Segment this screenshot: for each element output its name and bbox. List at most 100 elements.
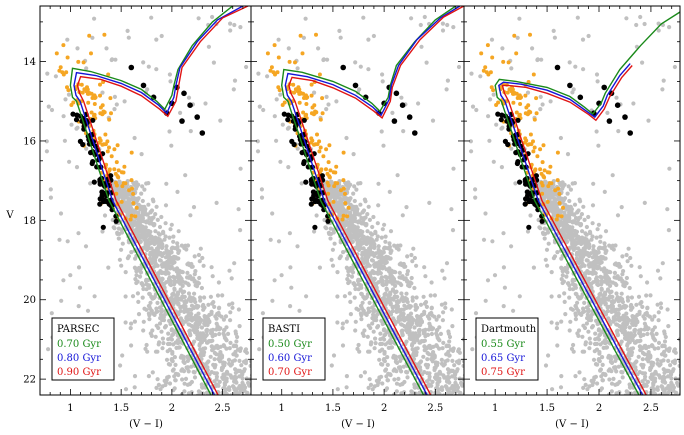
field-star	[609, 360, 615, 365]
field-star	[61, 114, 66, 119]
field-star	[445, 379, 450, 384]
field-star	[330, 247, 335, 252]
field-star	[609, 302, 615, 308]
field-star	[372, 276, 377, 281]
field-star	[130, 294, 136, 299]
field-star	[370, 224, 375, 230]
field-star	[445, 22, 450, 28]
orange-star	[133, 214, 138, 219]
field-star	[216, 383, 221, 388]
isochrone-0-60-Gyr	[284, 6, 461, 395]
field-star	[149, 294, 154, 299]
field-star	[146, 202, 151, 207]
field-star	[425, 363, 431, 368]
field-star	[655, 395, 659, 399]
field-star	[382, 327, 387, 332]
field-star	[198, 298, 203, 303]
field-star	[232, 78, 238, 83]
field-star	[422, 14, 427, 20]
orange-star	[341, 150, 346, 155]
field-star	[562, 196, 568, 201]
member-star	[73, 117, 80, 123]
field-star	[388, 256, 393, 261]
field-star	[195, 323, 200, 328]
orange-star	[318, 145, 323, 150]
orange-star	[269, 65, 274, 70]
field-star	[579, 212, 585, 217]
field-star	[263, 397, 267, 401]
orange-star	[120, 184, 125, 189]
field-star	[172, 374, 177, 379]
field-star	[360, 256, 365, 261]
field-star	[578, 199, 583, 204]
field-star	[415, 322, 420, 327]
field-star	[591, 244, 596, 249]
field-star	[484, 385, 488, 389]
field-star	[147, 317, 152, 322]
field-star	[630, 314, 635, 319]
field-star	[228, 21, 233, 26]
field-star	[400, 275, 405, 280]
field-star	[370, 252, 375, 257]
member-star	[319, 173, 325, 179]
field-star	[567, 198, 572, 204]
field-star	[340, 343, 346, 348]
field-star	[356, 282, 361, 287]
field-star	[599, 395, 603, 399]
field-star	[583, 342, 588, 347]
field-star	[155, 377, 160, 382]
field-star	[575, 300, 580, 305]
field-star	[580, 252, 585, 257]
field-star	[469, 375, 473, 379]
field-star	[235, 334, 240, 340]
field-star	[168, 282, 174, 288]
orange-star	[298, 91, 303, 96]
field-star	[407, 336, 412, 341]
field-star	[638, 274, 643, 279]
field-star	[399, 322, 404, 327]
field-star	[156, 325, 161, 331]
field-star	[575, 331, 580, 336]
field-star	[360, 300, 365, 305]
field-star	[450, 324, 455, 329]
field-star	[344, 374, 349, 379]
field-star	[378, 331, 383, 336]
field-star	[220, 395, 224, 399]
field-star	[167, 341, 172, 346]
field-star	[380, 72, 385, 77]
field-star	[470, 332, 474, 336]
field-star	[463, 385, 464, 387]
field-star	[353, 319, 358, 324]
field-star	[451, 25, 456, 30]
field-star	[568, 319, 573, 324]
field-star	[440, 21, 445, 26]
field-star	[286, 165, 291, 170]
orange-star	[300, 51, 305, 56]
member-star	[99, 189, 105, 195]
field-star	[387, 241, 392, 246]
field-star	[384, 280, 389, 285]
field-star	[643, 343, 648, 348]
field-star	[226, 357, 232, 362]
field-star	[164, 247, 169, 252]
field-star	[253, 353, 257, 357]
orange-star	[121, 181, 126, 186]
field-star	[405, 269, 410, 274]
field-star	[656, 318, 661, 323]
field-star	[420, 399, 424, 403]
field-star	[139, 281, 144, 286]
field-star	[192, 375, 198, 380]
field-star	[301, 35, 306, 40]
field-star	[355, 346, 360, 351]
field-star	[540, 230, 546, 235]
field-star	[295, 146, 300, 151]
field-star	[455, 385, 461, 390]
field-star	[604, 273, 609, 279]
orange-star	[128, 217, 133, 222]
field-star	[382, 357, 387, 362]
field-star	[129, 250, 134, 255]
field-star	[382, 337, 387, 342]
field-star	[68, 273, 73, 278]
orange-star	[265, 51, 270, 56]
field-star	[157, 321, 163, 326]
